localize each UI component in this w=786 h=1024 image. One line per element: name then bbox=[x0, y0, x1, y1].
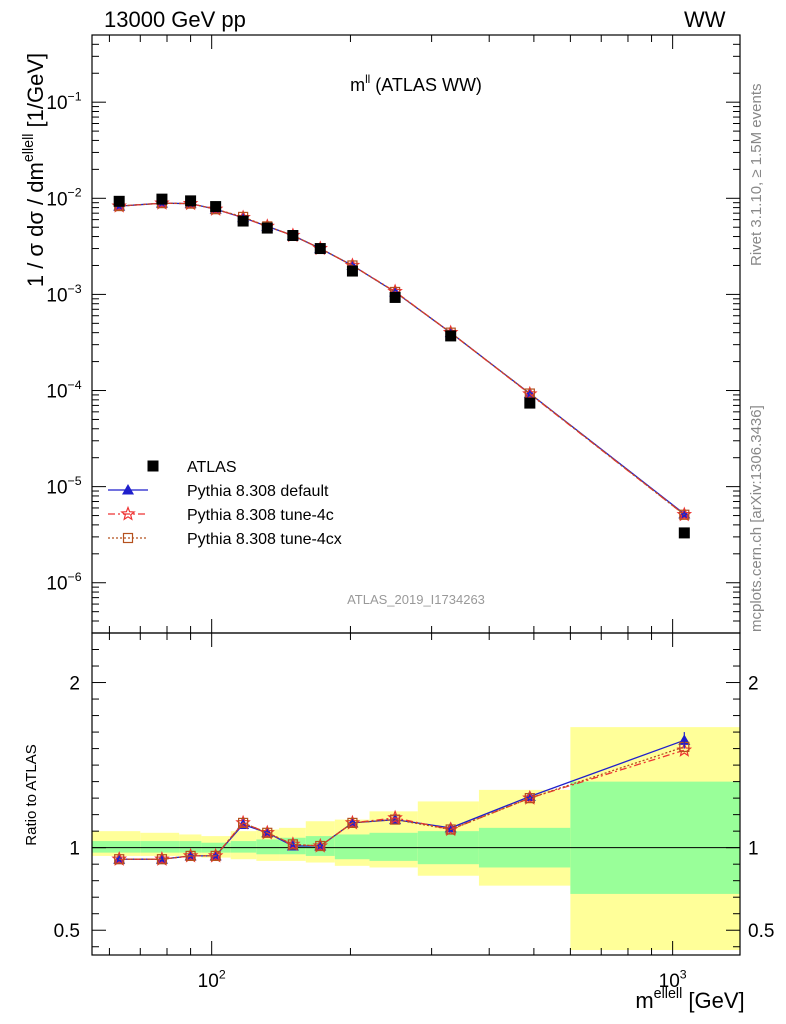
data-point bbox=[346, 265, 358, 277]
ratio-point bbox=[210, 850, 221, 862]
y-tick-label: 10−4 bbox=[46, 378, 81, 403]
ratio-series-3 bbox=[114, 741, 690, 865]
y-tick-label: 10−2 bbox=[46, 186, 81, 211]
data-point bbox=[210, 201, 222, 213]
band-inner-8 bbox=[334, 834, 370, 860]
x-tick-label: 103 bbox=[659, 967, 687, 992]
header-right: WW bbox=[684, 7, 726, 32]
ratio-line bbox=[119, 746, 685, 860]
ratio-point bbox=[445, 824, 456, 835]
series-atlas bbox=[113, 193, 690, 539]
data-point bbox=[524, 397, 536, 409]
band-inner-9 bbox=[369, 832, 418, 861]
y-tick-label: 10−5 bbox=[46, 474, 81, 499]
ratio-point bbox=[185, 850, 196, 862]
y-axis-label: 1 / σ dσ / dmellell [1/GeV] bbox=[21, 53, 48, 287]
y-tick-label: 10−3 bbox=[46, 282, 81, 307]
band-inner-4 bbox=[230, 841, 257, 853]
band-inner-12 bbox=[570, 781, 740, 894]
plot-title: mll (ATLAS WW) bbox=[350, 73, 482, 95]
ratio-tick-label-right: 1 bbox=[748, 839, 759, 860]
ratio-tick-label-right: 2 bbox=[748, 674, 759, 695]
ratio-tick-label-left: 1 bbox=[69, 839, 80, 860]
ratio-frame bbox=[91, 632, 741, 956]
legend-marker bbox=[122, 484, 134, 495]
ratio-tick-label-left: 2 bbox=[69, 674, 80, 695]
band-inner-0 bbox=[92, 841, 141, 853]
legend-label-1: Pythia 8.308 default bbox=[187, 483, 329, 500]
x-tick-label: 102 bbox=[198, 967, 226, 992]
data-point bbox=[287, 230, 299, 242]
data-point bbox=[185, 195, 197, 207]
band-inner-1 bbox=[140, 841, 180, 853]
ratio-point bbox=[315, 840, 326, 852]
ratio-point bbox=[114, 854, 125, 865]
watermark: ATLAS_2019_I1734263 bbox=[347, 592, 485, 607]
data-point bbox=[678, 527, 690, 539]
data-point bbox=[156, 193, 168, 205]
legend-label-3: Pythia 8.308 tune-4cx bbox=[187, 531, 342, 548]
data-point bbox=[261, 222, 273, 234]
band-inner-5 bbox=[256, 839, 280, 855]
legend-label-2: Pythia 8.308 tune-4c bbox=[187, 507, 334, 524]
ratio-tick-label-left: 0.5 bbox=[54, 921, 80, 942]
header-left: 13000 GeV pp bbox=[104, 7, 246, 32]
band-inner-2 bbox=[179, 841, 202, 853]
ratio-point bbox=[238, 817, 249, 828]
data-point bbox=[314, 243, 326, 255]
ratio-point bbox=[262, 827, 273, 838]
ratio-bands bbox=[92, 727, 740, 951]
y-tick-label: 10−1 bbox=[46, 90, 81, 115]
y-ticks bbox=[92, 34, 740, 948]
data-point bbox=[389, 291, 401, 303]
x-axis-label: mellell [GeV] bbox=[635, 986, 744, 1013]
legend-label-0: ATLAS bbox=[187, 459, 237, 476]
legend bbox=[108, 460, 159, 544]
data-point bbox=[237, 215, 249, 227]
data-point bbox=[445, 330, 457, 342]
ratio-point bbox=[390, 814, 401, 825]
x-ticks bbox=[108, 35, 674, 955]
data-point bbox=[113, 195, 125, 207]
ratio-point bbox=[347, 817, 358, 828]
y-tick-label: 10−6 bbox=[46, 570, 81, 595]
ratio-axis-label: Ratio to ATLAS bbox=[23, 744, 40, 845]
legend-marker bbox=[120, 505, 136, 521]
legend-marker bbox=[122, 532, 134, 544]
ratio-tick-label-right: 0.5 bbox=[748, 921, 774, 942]
ratio-point bbox=[524, 793, 535, 804]
ratio-point bbox=[287, 839, 298, 850]
legend-marker bbox=[147, 460, 159, 472]
series-point bbox=[679, 509, 690, 520]
ratio-point bbox=[156, 854, 168, 865]
